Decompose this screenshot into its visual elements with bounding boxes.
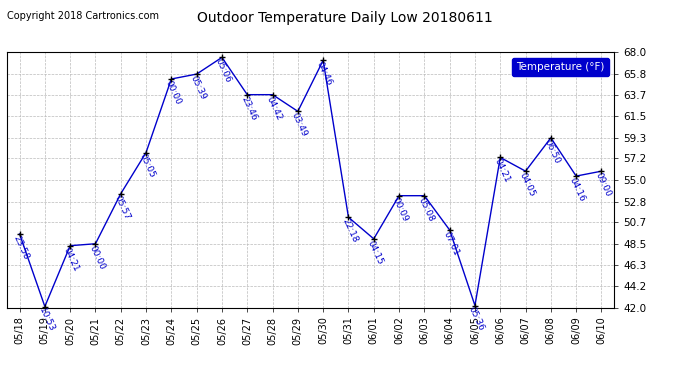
Text: 00:00: 00:00: [88, 244, 106, 271]
Text: 00:00: 00:00: [164, 79, 182, 106]
Text: 04:21: 04:21: [492, 158, 511, 184]
Text: 04:42: 04:42: [264, 94, 284, 122]
Text: 05:57: 05:57: [112, 194, 132, 221]
Text: 04:15: 04:15: [366, 239, 384, 266]
Text: 09:00: 09:00: [593, 171, 613, 198]
Text: 04:16: 04:16: [568, 176, 587, 203]
Text: 04:46: 04:46: [315, 60, 334, 87]
Text: 05:39: 05:39: [188, 74, 208, 101]
Text: Copyright 2018 Cartronics.com: Copyright 2018 Cartronics.com: [7, 11, 159, 21]
Text: 05:08: 05:08: [416, 196, 435, 223]
Text: 05:36: 05:36: [467, 306, 486, 333]
Text: 22:18: 22:18: [340, 217, 359, 244]
Text: 23:58: 23:58: [12, 234, 30, 261]
Text: 00:09: 00:09: [391, 196, 410, 223]
Text: 05:05: 05:05: [138, 153, 157, 180]
Text: 05:06: 05:06: [214, 57, 233, 85]
Text: Outdoor Temperature Daily Low 20180611: Outdoor Temperature Daily Low 20180611: [197, 11, 493, 25]
Text: 07:01: 07:01: [442, 230, 461, 257]
Legend: Temperature (°F): Temperature (°F): [512, 58, 609, 76]
Text: 10:53: 10:53: [37, 306, 56, 334]
Text: 04:05: 04:05: [518, 171, 536, 198]
Text: 04:21: 04:21: [62, 246, 81, 273]
Text: 03:49: 03:49: [290, 111, 308, 138]
Text: 23:46: 23:46: [239, 94, 258, 122]
Text: 06:50: 06:50: [543, 138, 562, 165]
